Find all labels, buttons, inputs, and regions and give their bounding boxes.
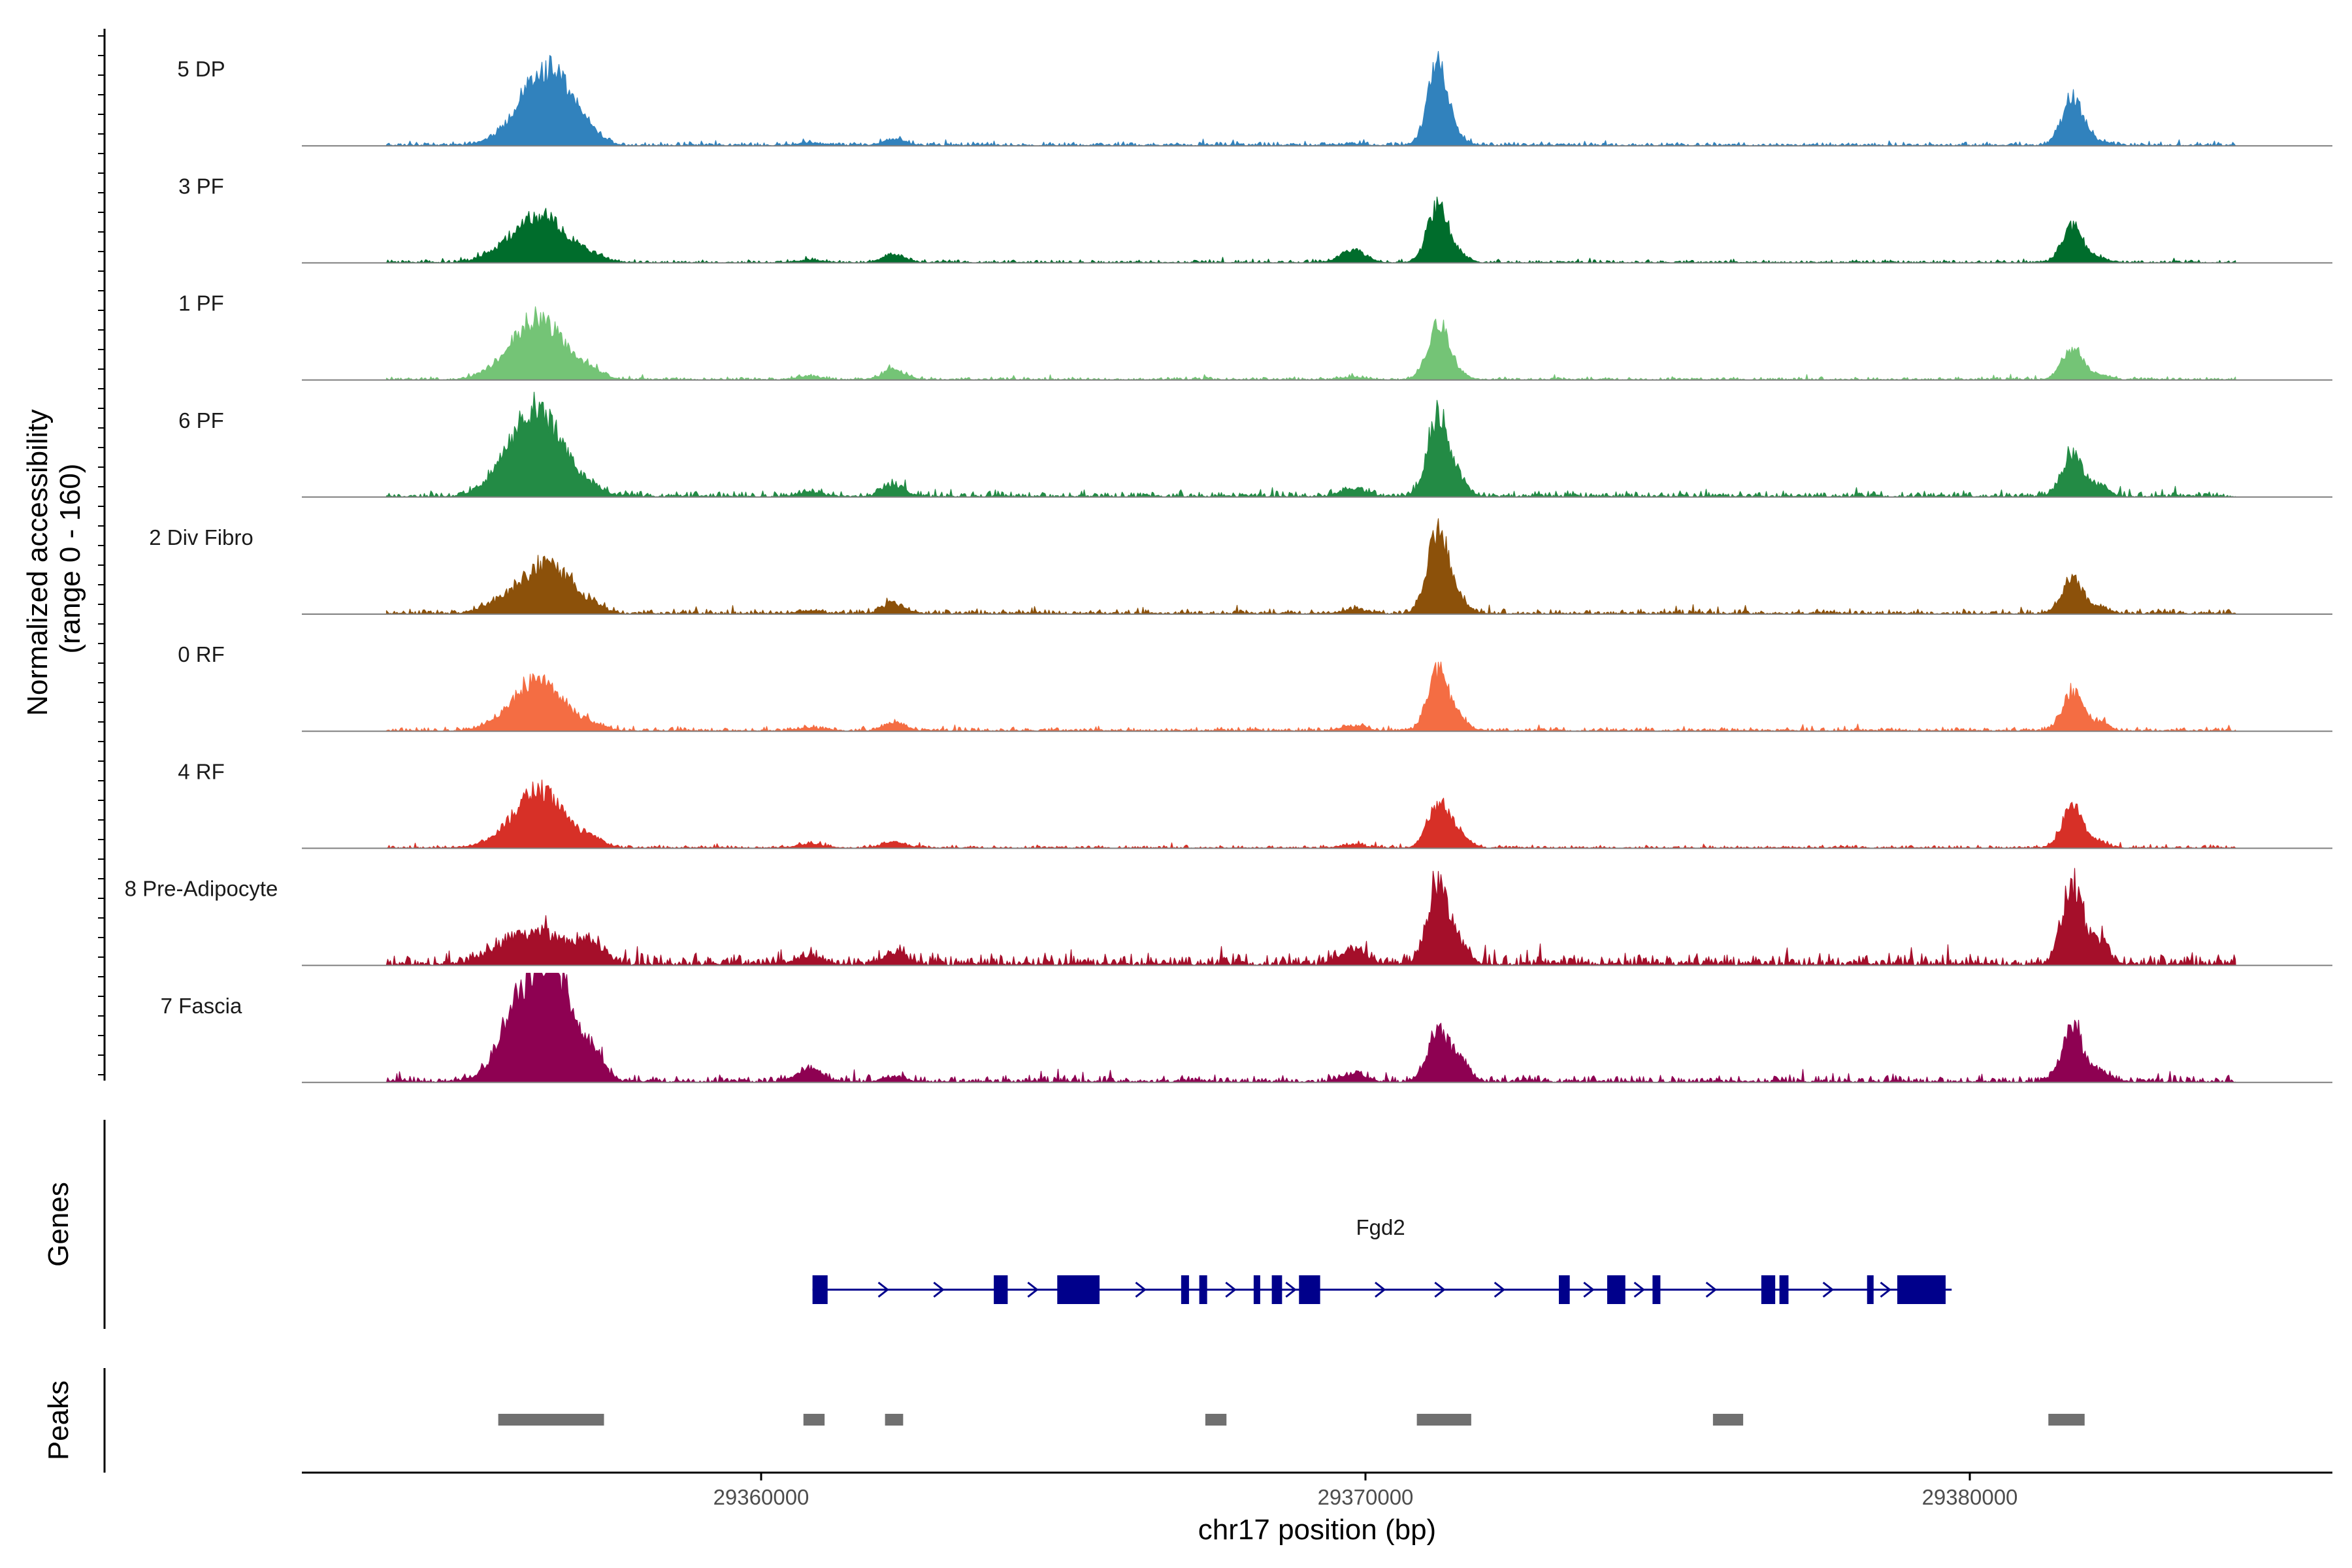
coverage-track: 6 PF bbox=[178, 391, 2332, 498]
strand-arrow bbox=[1822, 1281, 1835, 1298]
y-axis-title-line-2: (range 0 - 160) bbox=[54, 463, 86, 653]
gene-exon bbox=[1559, 1275, 1570, 1304]
strand-arrow bbox=[1375, 1281, 1386, 1298]
coverage-track: 5 DP bbox=[177, 51, 2332, 147]
coverage-tracks: 5 DP 3 PF 1 PF 6 PF 2 Div Fibro 0 RF 4 RF 8 Pre… bbox=[125, 51, 2332, 1083]
track-label: 7 Fascia bbox=[161, 994, 242, 1018]
x-axis-ticks: 29360000 29370000 29380000 bbox=[713, 1473, 2018, 1509]
strand-arrow bbox=[1705, 1281, 1718, 1298]
gene-name-label: Fgd2 bbox=[1356, 1215, 1405, 1239]
strand-arrow bbox=[1494, 1281, 1506, 1298]
gene-exon bbox=[812, 1275, 828, 1304]
strand-arrow bbox=[1135, 1281, 1147, 1298]
coverage-track: 1 PF bbox=[178, 291, 2332, 381]
gene-exon bbox=[1607, 1275, 1625, 1304]
track-label: 6 PF bbox=[178, 408, 224, 433]
x-tick-label: 29360000 bbox=[713, 1485, 809, 1509]
strand-arrow bbox=[1434, 1281, 1446, 1298]
coverage-area-0-rf bbox=[385, 661, 2236, 732]
strand-arrow bbox=[1880, 1281, 1891, 1298]
coverage-track: 0 RF bbox=[178, 642, 2332, 732]
track-label: 3 PF bbox=[178, 174, 224, 198]
peak-region bbox=[1416, 1414, 1471, 1426]
gene-exon bbox=[1761, 1275, 1776, 1304]
strand-arrow bbox=[1225, 1281, 1237, 1298]
coverage-track: 4 RF bbox=[178, 759, 2332, 849]
strand-arrow bbox=[1583, 1281, 1595, 1298]
strand-arrow bbox=[1285, 1281, 1297, 1298]
y-axis-title-line-1: Normalized accessibility bbox=[22, 409, 54, 715]
peak-track bbox=[498, 1414, 2085, 1426]
x-tick-label: 29380000 bbox=[1922, 1485, 2018, 1509]
gene-fgd2: Fgd2 bbox=[812, 1215, 1952, 1304]
gene-exon bbox=[1271, 1275, 1282, 1304]
peak-region bbox=[498, 1414, 604, 1426]
coverage-area-8-pre-adipocyte bbox=[385, 868, 2236, 966]
gene-exon bbox=[1299, 1275, 1320, 1304]
track-label: 1 PF bbox=[178, 291, 224, 316]
strand-arrow bbox=[933, 1281, 945, 1298]
gene-exon bbox=[1057, 1275, 1100, 1304]
x-axis-title: chr17 position (bp) bbox=[1198, 1514, 1436, 1546]
coverage-track: 8 Pre-Adipocyte bbox=[125, 868, 2332, 966]
track-label: 2 Div Fibro bbox=[149, 525, 253, 549]
gene-exon bbox=[994, 1275, 1008, 1304]
peak-region bbox=[803, 1414, 825, 1426]
coverage-y-axis-title: Normalized accessibility (range 0 - 160) bbox=[22, 401, 86, 716]
gene-exon bbox=[1867, 1275, 1874, 1304]
genes-panel-title: Genes bbox=[42, 1182, 74, 1267]
gene-exon bbox=[1779, 1275, 1789, 1304]
peak-region bbox=[885, 1414, 904, 1426]
x-tick-label: 29370000 bbox=[1318, 1485, 1414, 1509]
gene-exon bbox=[1181, 1275, 1189, 1304]
track-label: 8 Pre-Adipocyte bbox=[125, 877, 278, 901]
coverage-y-ticks bbox=[98, 35, 105, 1075]
gene-exon bbox=[1897, 1275, 1946, 1304]
gene-track: Fgd2 bbox=[812, 1215, 1952, 1304]
peak-region bbox=[2048, 1414, 2085, 1426]
track-label: 0 RF bbox=[178, 642, 225, 666]
strand-arrow bbox=[1633, 1281, 1645, 1298]
gene-exon bbox=[1253, 1275, 1260, 1304]
track-label: 5 DP bbox=[177, 57, 225, 81]
coverage-track: 3 PF bbox=[178, 174, 2332, 264]
coverage-track: 2 Div Fibro bbox=[149, 518, 2332, 615]
strand-arrow bbox=[877, 1281, 889, 1298]
strand-arrow bbox=[1027, 1281, 1039, 1298]
peaks-panel-title: Peaks bbox=[42, 1380, 74, 1460]
peak-region bbox=[1712, 1414, 1744, 1426]
gene-exon bbox=[1652, 1275, 1661, 1304]
coverage-track: 7 Fascia bbox=[161, 973, 2332, 1083]
track-label: 4 RF bbox=[178, 759, 225, 783]
peak-region bbox=[1205, 1414, 1227, 1426]
gene-exon bbox=[1199, 1275, 1207, 1304]
